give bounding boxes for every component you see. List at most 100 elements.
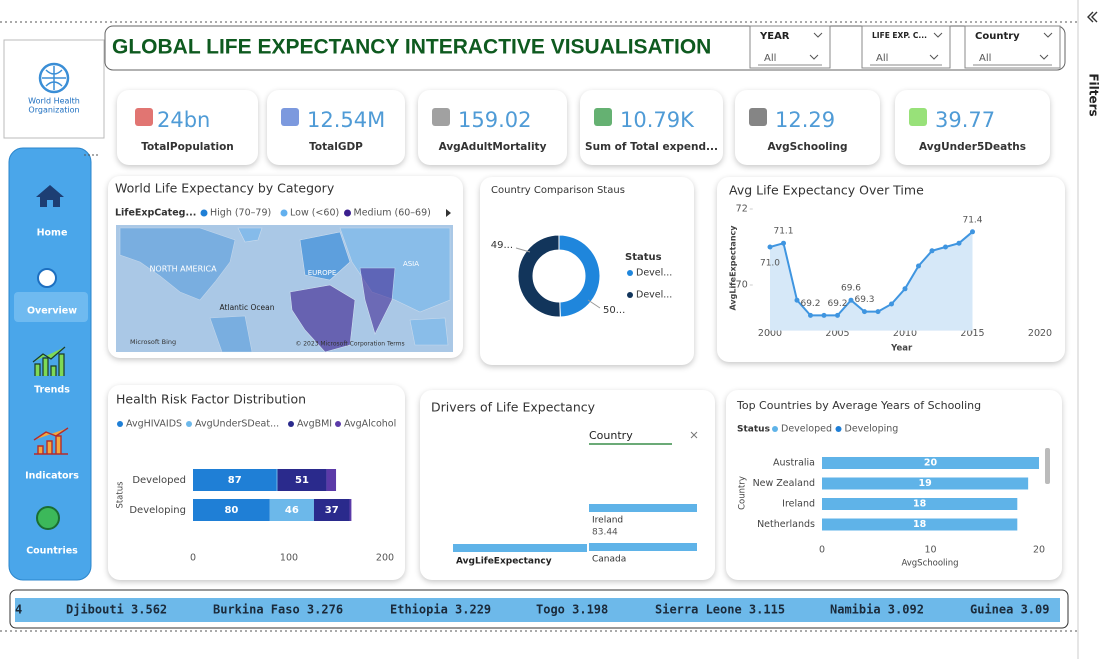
- nav-icon: [33, 427, 69, 455]
- data-label: 69.2: [827, 299, 847, 309]
- legend-marker: [627, 270, 633, 276]
- y-tick-label: Developing: [129, 505, 186, 516]
- slicer-label[interactable]: YEAR: [759, 31, 790, 42]
- map-region: [289, 284, 356, 353]
- slicer[interactable]: [749, 25, 831, 69]
- node-bar[interactable]: [589, 504, 697, 512]
- point: [821, 312, 827, 318]
- data-label: 69.6: [841, 284, 861, 294]
- filters-label[interactable]: Filters: [1087, 73, 1100, 116]
- y-axis-title: Country: [738, 476, 748, 510]
- data-label: 46: [285, 505, 299, 516]
- point: [848, 297, 854, 303]
- panel: [420, 390, 715, 580]
- bar-segment: [349, 499, 352, 521]
- node-label[interactable]: AvgLifeExpectancy: [456, 557, 552, 567]
- x-axis-title: Year: [890, 344, 913, 354]
- legend-marker: [288, 421, 294, 427]
- point: [889, 301, 894, 307]
- slicer-chevron: [813, 32, 823, 38]
- close-icon[interactable]: [690, 431, 698, 439]
- bar-segment: [276, 469, 278, 491]
- logo-text: Organization: [28, 106, 79, 115]
- slicer-value[interactable]: All: [764, 53, 776, 64]
- kpi-icon: [432, 108, 450, 126]
- legend-marker: [835, 426, 842, 432]
- chart-title: Health Risk Factor Distribution: [116, 392, 306, 407]
- nav-item[interactable]: Trends: [34, 385, 70, 396]
- level-header[interactable]: Country: [589, 429, 633, 442]
- slicer[interactable]: [861, 25, 951, 69]
- node-value: 83.44: [592, 528, 618, 538]
- point: [943, 244, 948, 250]
- slicer-chevron: [929, 54, 939, 60]
- ticker-item: Ethiopia 3.229: [390, 603, 491, 617]
- leader-line: [587, 299, 601, 309]
- node-bar[interactable]: [453, 544, 587, 552]
- kpi-icon: [749, 108, 767, 126]
- nav-icon: [32, 346, 66, 376]
- nav-icon: [37, 268, 57, 288]
- chart-title: Top Countries by Average Years of School…: [736, 399, 981, 412]
- y-axis-title: Status: [116, 481, 126, 509]
- x-tick-label: 2015: [960, 328, 984, 339]
- data-label: 50...: [603, 305, 625, 316]
- node-label[interactable]: Canada: [592, 555, 626, 565]
- nav-item[interactable]: Indicators: [25, 471, 79, 482]
- kpi-label: TotalGDP: [309, 141, 363, 153]
- filter-pane[interactable]: [1079, 0, 1100, 659]
- node-bar[interactable]: [589, 543, 697, 551]
- legend-more[interactable]: [446, 209, 451, 217]
- x-axis-title: AvgSchooling: [901, 559, 958, 569]
- legend-title: LifeExpCateg...: [115, 208, 196, 219]
- map-region: [209, 315, 253, 353]
- y-tick-label: Netherlands: [757, 519, 815, 530]
- data-label: 71.1: [773, 227, 793, 237]
- slicer-value[interactable]: All: [979, 53, 991, 64]
- data-label: 18: [913, 519, 927, 530]
- kpi-value: 12.54M: [307, 108, 385, 132]
- x-tick-label: 0: [819, 545, 825, 556]
- point: [970, 229, 975, 235]
- data-label: 69.3: [854, 295, 874, 305]
- point: [956, 240, 962, 246]
- legend-marker: [335, 421, 341, 427]
- bar-segment: [269, 499, 314, 521]
- x-tick-label: 0: [190, 553, 196, 564]
- nav-active: [14, 292, 88, 322]
- nav-item[interactable]: Home: [37, 228, 68, 239]
- map-label: Microsoft Bing: [130, 338, 176, 346]
- nav-item[interactable]: Countries: [26, 546, 78, 557]
- legend-marker: [280, 209, 288, 217]
- data-label: 71.0: [760, 259, 780, 269]
- map-region: [119, 227, 236, 301]
- logo-text: World Health: [28, 97, 80, 106]
- y-axis-title: AvgLifeExpectancy: [729, 225, 738, 311]
- leader-line: [515, 247, 531, 253]
- point: [794, 297, 800, 303]
- legend-marker: [627, 292, 633, 298]
- x-tick-label: 10: [924, 545, 936, 556]
- ticker-item: Sierra Leone 3.115: [655, 603, 785, 617]
- nav-icon: [36, 506, 60, 530]
- kpi-icon: [909, 108, 927, 126]
- slicer-chevron: [933, 32, 943, 38]
- ticker-item: Burkina Faso 3.276: [213, 603, 343, 617]
- node-label[interactable]: Ireland: [592, 516, 623, 526]
- nav-item[interactable]: Overview: [27, 306, 77, 317]
- slicer-label[interactable]: Country: [975, 31, 1020, 42]
- scrollbar[interactable]: [1045, 448, 1050, 484]
- data-label: 20: [924, 458, 938, 469]
- map-region: [359, 267, 396, 335]
- slicer-value[interactable]: All: [876, 53, 888, 64]
- legend-label: Developing: [845, 424, 899, 435]
- data-label: 18: [913, 499, 927, 510]
- bar: [822, 457, 1039, 469]
- line: [769, 231, 974, 317]
- chart-title: Drivers of Life Expectancy: [431, 400, 596, 415]
- collapse-icon[interactable]: [1087, 11, 1098, 23]
- kpi-value: 159.02: [458, 108, 531, 132]
- ticker-band: [15, 598, 1060, 622]
- slicer-label[interactable]: LIFE EXP. C...: [872, 31, 927, 40]
